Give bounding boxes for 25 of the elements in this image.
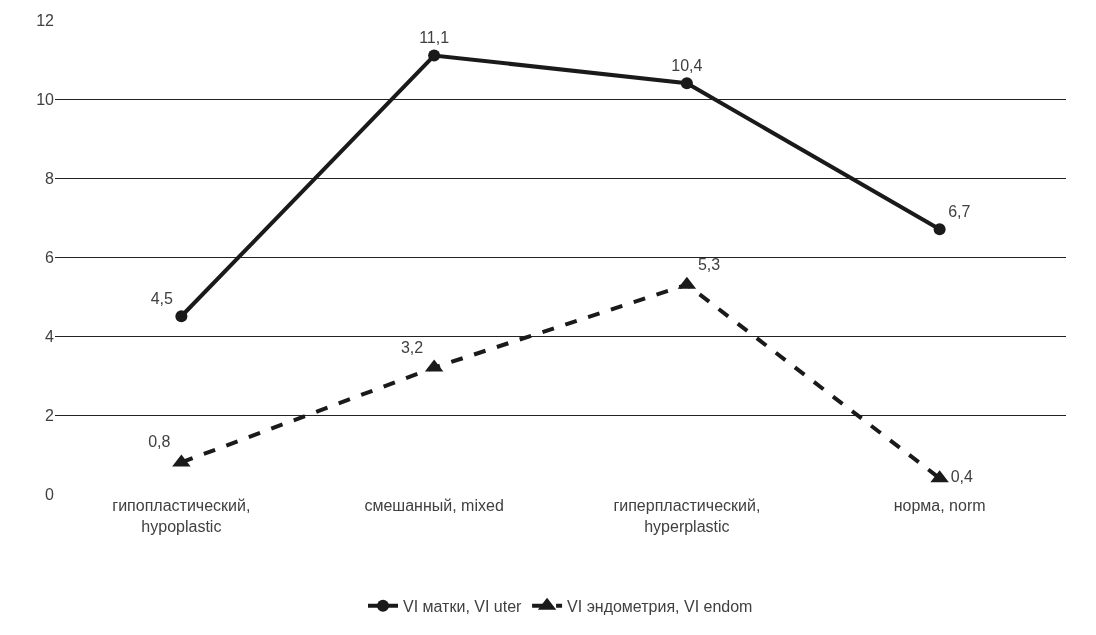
data-label: 0,4 [950, 468, 973, 486]
y-tick-label: 2 [45, 406, 55, 424]
data-label: 6,7 [948, 202, 971, 220]
point [428, 49, 441, 62]
x-tick-label: норма, norm [893, 497, 986, 514]
data-label: 0,8 [148, 433, 171, 451]
y-tick-label: 12 [36, 11, 55, 29]
data-label: 3,2 [400, 338, 424, 356]
y-tick-label: 8 [45, 169, 55, 187]
data-label: 5,3 [697, 255, 721, 273]
x-tick-label: гиперпластический, hyperplastic [613, 497, 761, 535]
data-label: 10,4 [671, 56, 703, 74]
x-tick-label: гипопластический, hypoplastic [112, 497, 251, 535]
y-tick-label: 10 [36, 90, 55, 108]
legend-label: VI матки, VI uter [403, 597, 523, 615]
x-tick-label: смешанный, mixed [364, 497, 504, 514]
y-tick-label: 4 [45, 327, 55, 345]
point [680, 77, 693, 90]
y-tick-label: 6 [45, 248, 55, 266]
data-label: 4,5 [150, 289, 173, 307]
legend-label: VI эндометрия, VI endom [567, 597, 753, 615]
point [175, 310, 188, 323]
data-label: 11,1 [419, 29, 450, 47]
point [933, 223, 946, 236]
y-tick-label: 0 [45, 485, 55, 503]
